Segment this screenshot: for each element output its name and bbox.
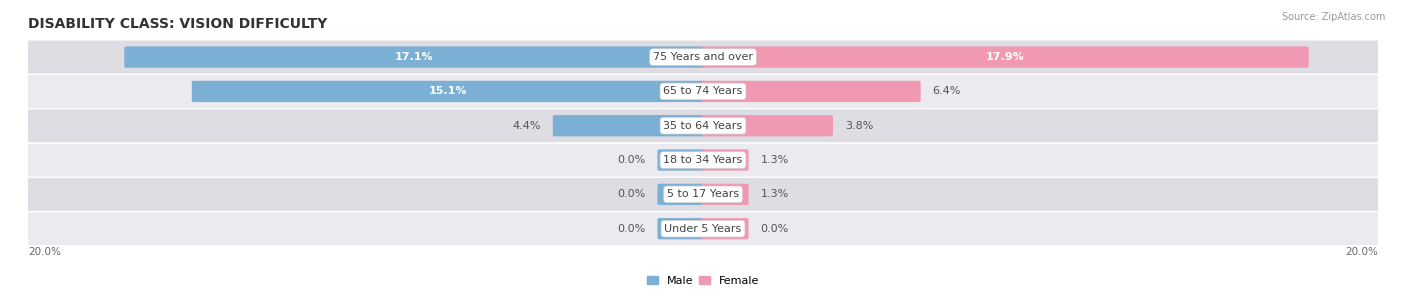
FancyBboxPatch shape [702,184,748,205]
Text: 4.4%: 4.4% [513,121,541,131]
Text: 0.0%: 0.0% [761,224,789,234]
FancyBboxPatch shape [191,81,704,102]
FancyBboxPatch shape [24,143,1382,177]
Text: 75 Years and over: 75 Years and over [652,52,754,62]
FancyBboxPatch shape [658,184,704,205]
Text: 1.3%: 1.3% [761,189,789,199]
FancyBboxPatch shape [658,149,704,171]
FancyBboxPatch shape [702,81,921,102]
Text: 65 to 74 Years: 65 to 74 Years [664,86,742,96]
Text: 6.4%: 6.4% [932,86,960,96]
Text: 18 to 34 Years: 18 to 34 Years [664,155,742,165]
FancyBboxPatch shape [553,115,704,136]
FancyBboxPatch shape [658,218,704,239]
Text: 17.1%: 17.1% [395,52,434,62]
Text: 15.1%: 15.1% [429,86,467,96]
Text: 0.0%: 0.0% [617,155,645,165]
Text: 20.0%: 20.0% [1346,247,1378,257]
Text: 20.0%: 20.0% [28,247,60,257]
Text: 3.8%: 3.8% [845,121,873,131]
Text: 0.0%: 0.0% [617,224,645,234]
FancyBboxPatch shape [24,177,1382,212]
FancyBboxPatch shape [24,212,1382,246]
Text: Source: ZipAtlas.com: Source: ZipAtlas.com [1281,12,1385,22]
Text: 5 to 17 Years: 5 to 17 Years [666,189,740,199]
FancyBboxPatch shape [702,218,748,239]
FancyBboxPatch shape [124,47,704,68]
FancyBboxPatch shape [702,149,748,171]
Text: Under 5 Years: Under 5 Years [665,224,741,234]
Text: 1.3%: 1.3% [761,155,789,165]
FancyBboxPatch shape [24,109,1382,143]
FancyBboxPatch shape [24,74,1382,109]
FancyBboxPatch shape [702,115,832,136]
FancyBboxPatch shape [702,47,1309,68]
FancyBboxPatch shape [24,40,1382,74]
Text: 0.0%: 0.0% [617,189,645,199]
Text: 35 to 64 Years: 35 to 64 Years [664,121,742,131]
Legend: Male, Female: Male, Female [643,271,763,291]
Text: 17.9%: 17.9% [986,52,1025,62]
Text: DISABILITY CLASS: VISION DIFFICULTY: DISABILITY CLASS: VISION DIFFICULTY [28,17,328,31]
